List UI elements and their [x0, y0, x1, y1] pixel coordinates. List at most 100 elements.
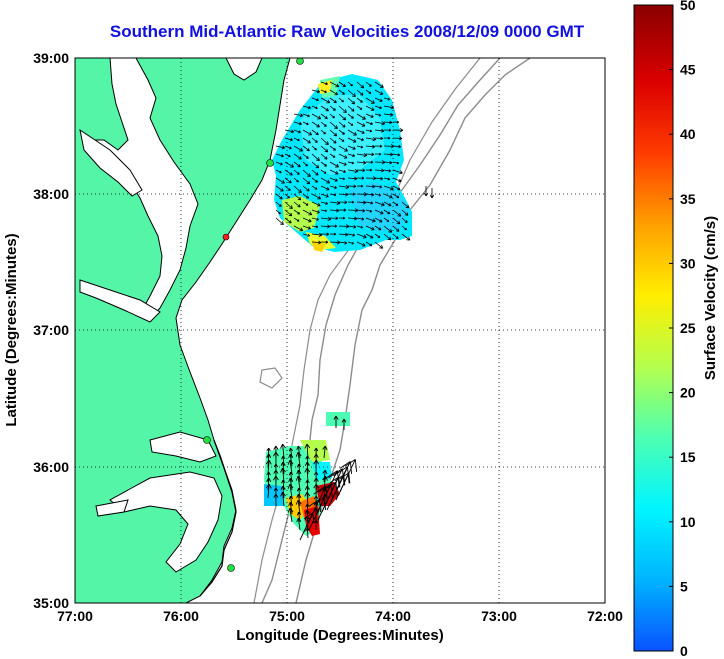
- lat-tick-label: 36:00: [33, 459, 69, 475]
- current-vector: [284, 129, 295, 134]
- current-vector: [347, 184, 357, 189]
- current-vector: [383, 120, 393, 125]
- colorbar-gradient: [633, 4, 674, 652]
- current-vector: [374, 168, 385, 173]
- current-vector: [374, 136, 384, 141]
- current-vector: [302, 233, 311, 237]
- current-vector: [311, 105, 318, 110]
- current-vector: [374, 81, 384, 88]
- current-vector: [329, 169, 339, 175]
- current-vector: [347, 168, 359, 174]
- current-vector: [284, 177, 292, 184]
- current-vector: [293, 137, 300, 142]
- current-vector: [356, 153, 368, 158]
- current-vector: [338, 89, 345, 95]
- current-vector: [266, 471, 271, 483]
- current-vector: [374, 209, 384, 215]
- lon-tick-labels: 77:00 76:00 75:00 74:00 73:00 72:00: [57, 608, 623, 624]
- lat-tick-label: 35:00: [33, 595, 69, 611]
- current-vector: [365, 209, 373, 213]
- albemarle-sound: [149, 431, 217, 463]
- chesapeake-bay: [90, 58, 199, 321]
- current-vector: [320, 97, 331, 104]
- current-vector: [320, 121, 327, 127]
- current-vector: [304, 485, 310, 499]
- current-vector: [302, 105, 312, 110]
- current-vector: [374, 144, 383, 148]
- current-vector: [305, 455, 310, 467]
- current-vector: [284, 201, 293, 210]
- delaware-bay: [225, 58, 263, 81]
- colorbar-label: Surface Velocity (cm/s): [702, 216, 719, 380]
- current-vector: [338, 137, 345, 142]
- colorbar-tick-label: 45: [680, 62, 696, 78]
- current-vector: [311, 161, 320, 169]
- current-vector: [313, 483, 320, 499]
- current-vector: [293, 113, 304, 118]
- current-vector: [304, 461, 310, 475]
- current-vector: [293, 201, 301, 208]
- current-vector: [304, 491, 311, 507]
- current-vector: [302, 113, 310, 118]
- current-vector: [329, 97, 337, 104]
- current-vector: [383, 225, 393, 233]
- current-vector: [356, 225, 364, 229]
- current-vector: [293, 225, 304, 232]
- current-vector: [333, 415, 339, 428]
- current-vector: [293, 209, 301, 215]
- current-vector: [356, 113, 366, 120]
- current-vector: [365, 184, 376, 189]
- current-vector: [329, 113, 335, 119]
- current-vector: [365, 152, 375, 157]
- current-vector: [311, 201, 321, 207]
- current-vector: [293, 185, 302, 194]
- current-vector: [320, 145, 329, 153]
- current-vector: [302, 161, 308, 167]
- current-vector: [392, 193, 400, 199]
- current-vector: [302, 137, 311, 144]
- current-vector: [338, 177, 346, 181]
- current-vector: [293, 129, 301, 134]
- current-vector: [288, 501, 294, 515]
- current-vector: [392, 161, 400, 165]
- current-vector: [302, 193, 310, 199]
- current-vector: [275, 193, 283, 200]
- current-vector: [275, 169, 282, 174]
- current-vector: [275, 145, 286, 150]
- current-vector: [383, 193, 393, 199]
- current-vector: [365, 144, 376, 149]
- current-vector: [383, 112, 394, 117]
- current-vector: [383, 152, 394, 157]
- lon-tick-label: 72:00: [587, 608, 623, 624]
- current-vector: [356, 105, 363, 110]
- current-vector: [365, 81, 372, 87]
- current-vector: [311, 129, 319, 136]
- current-vector: [374, 113, 382, 117]
- current-vector: [311, 240, 322, 245]
- current-vector: [320, 113, 328, 120]
- current-vector: [296, 445, 302, 459]
- current-vector: [284, 185, 291, 191]
- current-vector: [275, 209, 281, 215]
- current-vector: [293, 153, 302, 160]
- current-vector: [392, 185, 401, 191]
- current-vector: [305, 527, 310, 539]
- radar-station-marker-active: [222, 233, 230, 241]
- current-vector: [338, 241, 348, 245]
- current-vector: [284, 145, 292, 150]
- current-vector: [280, 467, 286, 483]
- colorbar-tick-label: 35: [680, 191, 696, 207]
- current-vector: [295, 475, 302, 491]
- current-vector: [338, 169, 347, 173]
- current-vector: [311, 89, 321, 94]
- current-vector: [320, 209, 328, 213]
- current-vector: [392, 201, 399, 206]
- current-vector: [383, 169, 392, 173]
- map-title: Southern Mid-Atlantic Raw Velocities 200…: [109, 22, 585, 41]
- current-vector: [365, 89, 372, 94]
- current-vector: [423, 186, 429, 197]
- current-vector: [401, 233, 411, 241]
- current-vector: [329, 224, 338, 228]
- current-vector: [356, 241, 366, 247]
